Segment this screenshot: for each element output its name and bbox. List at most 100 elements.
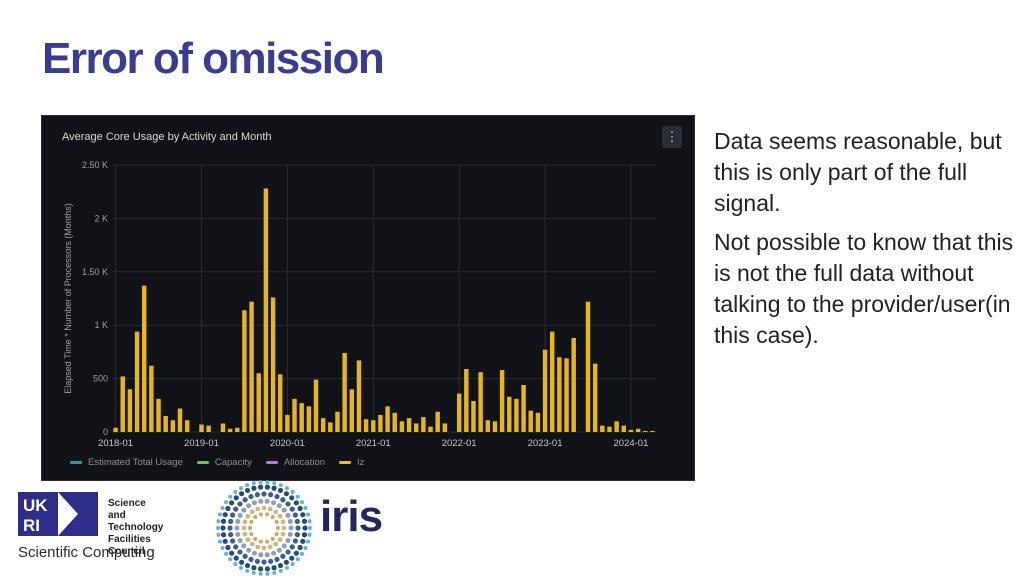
iris-dot xyxy=(223,551,228,556)
iris-dot xyxy=(258,480,263,485)
iris-dot xyxy=(242,553,248,559)
iris-dot xyxy=(246,503,252,509)
bar xyxy=(113,427,118,432)
iris-dot xyxy=(248,526,252,530)
bar xyxy=(478,372,483,432)
iris-dot xyxy=(274,493,280,500)
iris-dot xyxy=(254,492,260,498)
iris-dot xyxy=(300,512,306,518)
stfc-line: Facilities Council xyxy=(108,534,151,557)
iris-dot xyxy=(222,538,228,544)
iris-dot xyxy=(241,507,247,513)
bar xyxy=(442,423,448,432)
iris-dot xyxy=(289,555,295,561)
iris-dot xyxy=(274,556,280,563)
iris-dot xyxy=(285,512,291,518)
iris-dot xyxy=(271,500,277,506)
legend-swatch xyxy=(196,461,209,464)
iris-dot xyxy=(233,495,239,501)
bar xyxy=(421,417,426,432)
iris-dot xyxy=(297,544,303,551)
ukri-mark-icon: UK RI xyxy=(18,492,98,536)
iris-dot xyxy=(249,532,254,537)
iris-dot xyxy=(276,547,282,553)
iris-dot xyxy=(302,525,308,531)
bar xyxy=(485,420,491,432)
y-axis-label: Elapsed Time * Number of Processors (Mon… xyxy=(63,203,73,394)
bar xyxy=(199,424,204,432)
iris-dot xyxy=(237,501,243,507)
bar xyxy=(614,421,619,432)
bar xyxy=(413,423,419,432)
iris-dot xyxy=(245,513,251,519)
bar xyxy=(542,349,548,432)
bar xyxy=(263,188,269,432)
bar xyxy=(349,389,355,432)
iris-dot xyxy=(253,515,258,520)
stfc-line: Technology xyxy=(108,522,164,533)
iris-dot xyxy=(258,566,264,572)
iris-dot xyxy=(289,495,295,501)
iris-dot xyxy=(297,505,303,512)
iris-dot xyxy=(242,497,248,503)
y-tick-label: 1 K xyxy=(94,320,108,330)
bar xyxy=(557,357,562,432)
iris-dot xyxy=(241,543,247,549)
iris-dot xyxy=(305,539,310,544)
iris-dot xyxy=(295,557,300,562)
iris-dot xyxy=(277,487,284,494)
iris-dot xyxy=(249,519,254,524)
iris-dot xyxy=(233,561,238,566)
legend-item[interactable]: Allocation xyxy=(265,457,325,468)
iris-dot xyxy=(238,491,245,497)
bar xyxy=(177,408,183,432)
legend-item[interactable]: Iz xyxy=(339,457,364,468)
bar xyxy=(499,370,505,432)
iris-dot xyxy=(237,538,243,544)
bar xyxy=(564,358,569,432)
bar xyxy=(227,428,233,432)
iris-dot xyxy=(229,512,236,518)
kebab-menu-icon[interactable]: ⋮ xyxy=(662,126,682,148)
note-paragraph-2: Not possible to know that this is not th… xyxy=(714,229,1014,348)
iris-dot xyxy=(258,498,264,504)
iris-dot xyxy=(233,506,239,512)
iris-dot xyxy=(258,484,264,490)
iris-dot xyxy=(261,545,267,551)
bar xyxy=(621,425,627,432)
iris-dot xyxy=(248,556,254,563)
bar xyxy=(328,422,333,432)
iris-dot xyxy=(258,552,264,558)
iris-dot xyxy=(237,512,243,518)
iris-dot xyxy=(258,539,263,544)
iris-dot xyxy=(293,550,299,556)
bar xyxy=(600,425,605,432)
iris-dot xyxy=(290,561,295,566)
iris-dot xyxy=(233,544,239,550)
iris-dot xyxy=(280,519,286,525)
iris-dot xyxy=(237,549,243,555)
iris-dot xyxy=(251,500,257,506)
iris-dot xyxy=(281,543,287,549)
iris-dot xyxy=(285,565,289,570)
iris-dot xyxy=(264,552,270,558)
legend-item[interactable]: Estimated Total Usage xyxy=(70,457,183,468)
iris-dot xyxy=(251,565,257,571)
legend-swatch xyxy=(265,461,278,464)
bar xyxy=(285,414,290,432)
iris-dot xyxy=(301,518,308,524)
bar xyxy=(170,420,176,432)
legend-item[interactable]: Capacity xyxy=(196,457,252,468)
iris-dot xyxy=(300,500,305,505)
slide-title: Error of omission xyxy=(42,34,385,83)
iris-logo: iris xyxy=(216,480,383,581)
x-tick-label: 2019-01 xyxy=(184,438,219,449)
iris-dot xyxy=(216,532,221,537)
bar xyxy=(385,406,390,432)
iris-dot xyxy=(255,506,261,512)
bar xyxy=(607,426,612,432)
iris-dot xyxy=(277,537,283,543)
bar xyxy=(406,418,412,432)
slide-notes: Data seems reasonable, but this is only … xyxy=(714,126,1014,359)
iris-dot xyxy=(248,493,254,500)
